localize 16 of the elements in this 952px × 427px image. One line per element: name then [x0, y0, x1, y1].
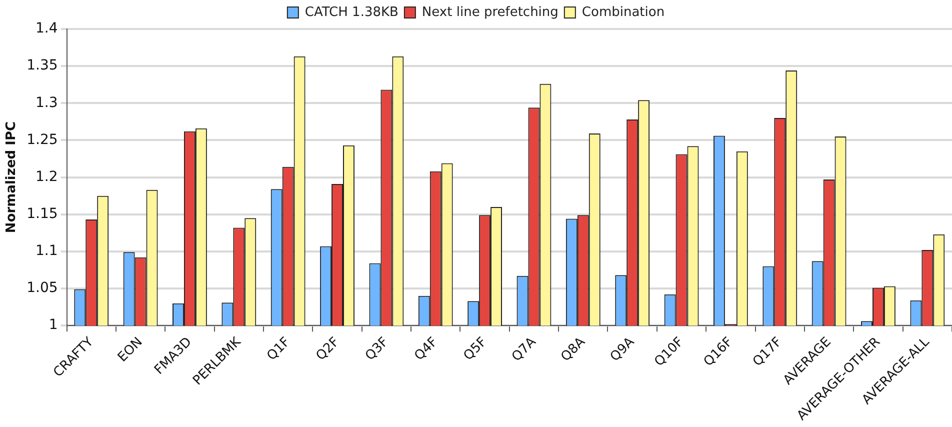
y-tick-label: 1.05: [26, 280, 58, 296]
y-tick-label: 1: [48, 317, 58, 334]
x-tick-label: Q9A: [608, 334, 638, 365]
x-tick-label: Q7A: [509, 334, 540, 365]
y-tick-label: 1.15: [26, 206, 58, 222]
y-tick-label: 1.25: [26, 132, 58, 148]
legend-label: Combination: [582, 4, 665, 20]
y-tick-label: 1.3: [36, 94, 58, 111]
y-tick-label: 1.2: [36, 168, 58, 185]
y-axis-title: Normalized IPC: [4, 121, 20, 234]
y-tick-label: 1.4: [36, 20, 58, 37]
legend-label: Next line prefetching: [422, 4, 558, 20]
y-tick-label: 1.35: [26, 58, 58, 74]
y-tick-label: 1.1: [36, 243, 58, 260]
x-tick-label: Q8A: [558, 334, 588, 365]
legend-label: CATCH 1.38KB: [304, 4, 398, 20]
